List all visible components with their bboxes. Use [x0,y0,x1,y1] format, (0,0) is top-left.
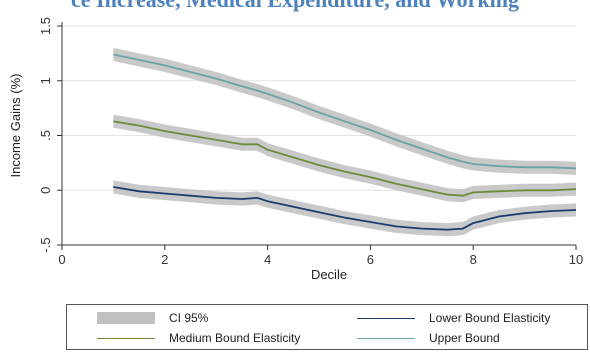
series-lines [113,53,577,231]
y-tick-label: 1 [38,77,53,84]
legend-label-lower: Lower Bound Elasticity [429,311,551,325]
legend-label-upper: Upper Bound [429,331,500,345]
series-line-lower [113,186,577,231]
legend-swatch-upper [357,337,415,339]
legend-item-medium: Medium Bound Elasticity [97,329,300,347]
ci-bands [113,47,577,237]
series-line-medium [113,120,577,197]
legend-label-medium: Medium Bound Elasticity [169,331,301,345]
x-tick-label: 10 [569,252,583,267]
y-axis-label: Income Gains (%) [8,73,23,177]
y-tick-label: 0 [38,187,53,194]
y-tick-label: -.5 [38,237,53,252]
chart-title-strip: ce Increase, Medical Expenditure, and Wo… [0,0,590,14]
legend-swatch-ci [97,312,155,324]
chart-title: ce Increase, Medical Expenditure, and Wo… [0,0,590,13]
x-tick-label: 2 [161,252,168,267]
x-tick-label: 6 [367,252,374,267]
ci-band-upper [113,47,577,175]
legend-swatch-lower [357,317,415,319]
legend-swatch-medium [97,337,155,339]
x-axis-label: Decile [311,267,347,282]
x-tick-label: 0 [58,252,65,267]
y-tick-label: 1.5 [38,17,53,35]
legend-label-ci: CI 95% [169,311,209,325]
y-tick-label: .5 [38,130,53,141]
ci-band-medium [113,114,577,203]
series-line-upper [113,53,577,170]
x-tick-label: 4 [264,252,271,267]
chart: -.5 0 .5 1 1.5 0 2 4 6 8 10 Income Gains (%) Decil… [8,17,583,282]
legend-item-upper: Upper Bound [357,329,500,347]
legend-item-lower: Lower Bound Elasticity [357,309,550,327]
legend: CI 95% Lower Bound Elasticity Medium Bou… [66,304,588,350]
x-tick-label: 8 [470,252,477,267]
legend-item-ci: CI 95% [97,309,208,327]
axes: -.5 0 .5 1 1.5 0 2 4 6 8 10 [38,17,583,267]
ci-band-lower [113,180,577,237]
